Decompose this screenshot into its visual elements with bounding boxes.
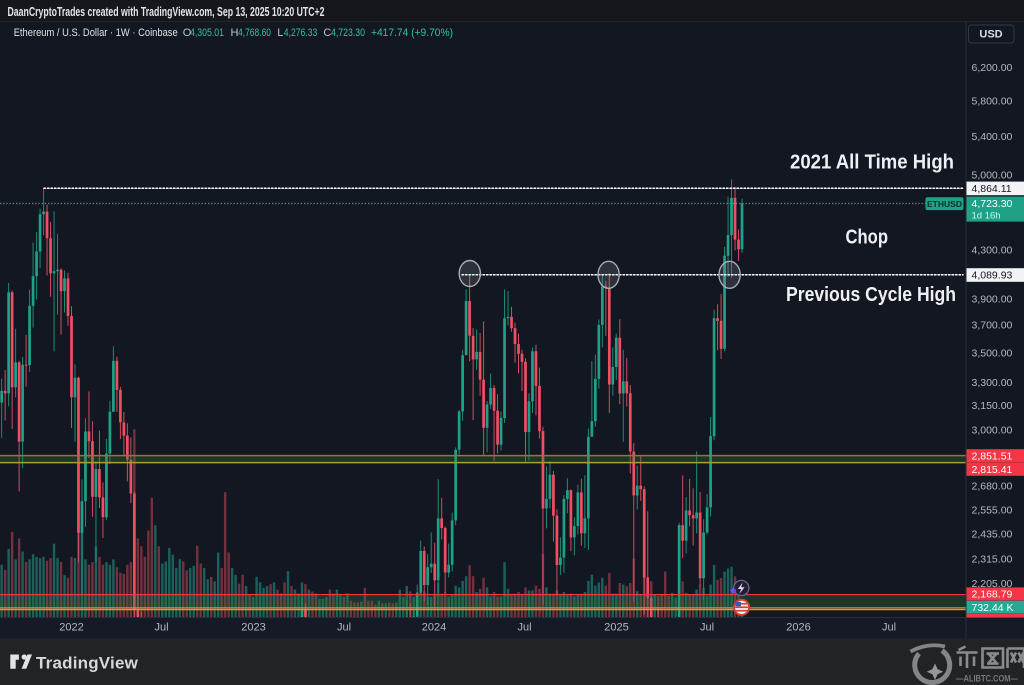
svg-text:2025: 2025 xyxy=(604,622,628,634)
svg-text:6,200.00: 6,200.00 xyxy=(972,62,1013,74)
svg-text:2024: 2024 xyxy=(422,622,446,634)
svg-text:ETHUSD: ETHUSD xyxy=(927,199,962,209)
svg-text:2,205.00: 2,205.00 xyxy=(972,578,1013,590)
svg-text:O: O xyxy=(183,27,192,39)
svg-text:3,700.00: 3,700.00 xyxy=(972,320,1013,332)
svg-text:2,680.00: 2,680.00 xyxy=(972,481,1013,493)
svg-text:2021 All Time High: 2021 All Time High xyxy=(790,151,954,174)
svg-text:Chop: Chop xyxy=(846,226,889,249)
svg-text:3,500.00: 3,500.00 xyxy=(972,348,1013,360)
svg-text:5,400.00: 5,400.00 xyxy=(972,131,1013,143)
svg-text:4,723.30: 4,723.30 xyxy=(972,198,1013,210)
svg-text:TradingView: TradingView xyxy=(36,653,139,672)
svg-text:Jul: Jul xyxy=(517,622,531,634)
svg-text:2,555.00: 2,555.00 xyxy=(972,505,1013,517)
svg-text:2026: 2026 xyxy=(786,622,810,634)
svg-text:Jul: Jul xyxy=(337,622,351,634)
svg-text:2,315.00: 2,315.00 xyxy=(972,554,1013,566)
svg-text:C: C xyxy=(323,27,331,39)
svg-text:4,864.11: 4,864.11 xyxy=(972,183,1012,195)
svg-text:4,089.93: 4,089.93 xyxy=(972,270,1013,282)
svg-text:2022: 2022 xyxy=(59,622,83,634)
svg-text:+417.74 (+9.70%): +417.74 (+9.70%) xyxy=(371,27,453,39)
svg-text:2,851.51: 2,851.51 xyxy=(972,450,1013,462)
svg-text:3,000.00: 3,000.00 xyxy=(972,424,1013,436)
svg-text:3,900.00: 3,900.00 xyxy=(972,294,1013,306)
svg-text:4,768.60: 4,768.60 xyxy=(238,27,271,39)
svg-text:L: L xyxy=(277,27,283,39)
svg-text:3,300.00: 3,300.00 xyxy=(972,377,1013,389)
svg-text:3,150.00: 3,150.00 xyxy=(972,400,1013,412)
svg-text:4,300.00: 4,300.00 xyxy=(972,245,1013,257)
svg-text:2,815.41: 2,815.41 xyxy=(972,464,1013,476)
svg-text:4,276.33: 4,276.33 xyxy=(284,27,318,39)
svg-text:DaanCryptoTrades created with: DaanCryptoTrades created with TradingVie… xyxy=(8,5,325,19)
svg-text:4,723.30: 4,723.30 xyxy=(331,27,365,39)
svg-text:5,000.00: 5,000.00 xyxy=(972,170,1013,182)
svg-text:USD: USD xyxy=(979,29,1002,41)
svg-text:2,168.79: 2,168.79 xyxy=(972,589,1013,601)
svg-text:Previous Cycle High: Previous Cycle High xyxy=(786,283,956,306)
svg-text:Jul: Jul xyxy=(882,622,896,634)
svg-text:732.44 K: 732.44 K xyxy=(972,602,1014,614)
svg-text:5,800.00: 5,800.00 xyxy=(972,95,1013,107)
svg-text:Jul: Jul xyxy=(154,622,168,634)
svg-text:—ALIBTC.COM—: —ALIBTC.COM— xyxy=(956,674,1018,684)
svg-text:Jul: Jul xyxy=(700,622,714,634)
svg-text:4,305.01: 4,305.01 xyxy=(190,27,224,39)
svg-text:1d 16h: 1d 16h xyxy=(972,211,1001,222)
svg-text:2,435.00: 2,435.00 xyxy=(972,529,1013,541)
svg-text:2023: 2023 xyxy=(241,622,265,634)
svg-text:Ethereum / U.S. Dollar · 1W ·: Ethereum / U.S. Dollar · 1W · Coinbase xyxy=(14,27,178,39)
svg-text:H: H xyxy=(231,27,239,39)
